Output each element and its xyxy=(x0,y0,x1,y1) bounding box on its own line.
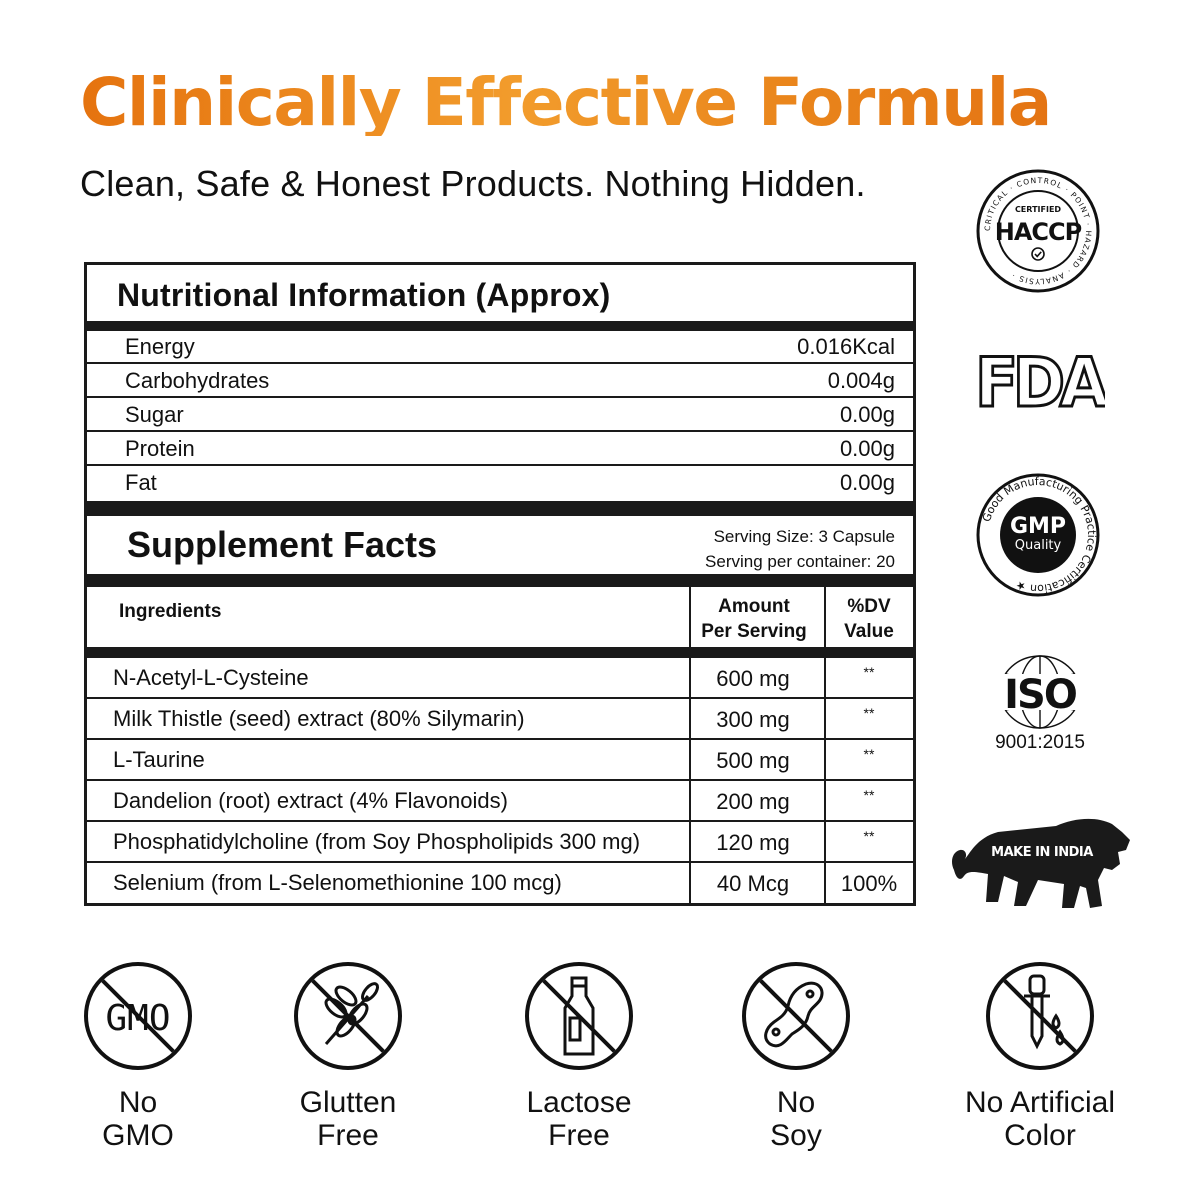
ingredients-header-row: Ingredients Amount Per Serving %DV Value xyxy=(87,587,913,647)
ingredient-name: Milk Thistle (seed) extract (80% Silymar… xyxy=(113,706,525,731)
nutrition-label: Protein xyxy=(125,436,195,461)
servings-per-container: Serving per container: 20 xyxy=(705,552,895,571)
ingredient-amount: 300 mg xyxy=(716,707,790,732)
gmo-icon: GMO xyxy=(84,962,192,1070)
header-ingredients: Ingredients xyxy=(119,601,222,622)
header-amount: Amount Per Serving xyxy=(689,594,819,644)
nutrition-label: Energy xyxy=(125,334,195,359)
nutrition-value: 0.016Kcal xyxy=(797,334,895,359)
badge-label-line2: Free xyxy=(317,1119,379,1152)
no-artificial-color-badge: No Artificial Color xyxy=(950,962,1130,1152)
make-in-india-text: MAKE IN INDIA xyxy=(991,845,1093,860)
wheat-icon xyxy=(294,962,402,1070)
iso-main-text: ISO xyxy=(1004,672,1076,718)
gluten-free-badge: Glutten Free xyxy=(258,962,438,1152)
no-soy-badge: No Soy xyxy=(706,962,886,1152)
lactose-free-badge: Lactose Free xyxy=(489,962,669,1152)
header-amount-line: Amount xyxy=(718,596,790,617)
nutrition-row: Sugar 0.00g xyxy=(87,399,913,432)
ingredient-row: L-Taurine 500 mg ** xyxy=(87,740,913,781)
fda-text: FDA xyxy=(975,346,1105,412)
ingredient-row: Selenium (from L-Selenomethionine 100 mc… xyxy=(87,863,913,902)
ingredient-dv: ** xyxy=(863,664,875,680)
milk-bottle-icon xyxy=(525,962,633,1070)
ingredient-amount: 40 Mcg xyxy=(716,871,790,896)
serving-info: Serving Size: 3 Capsule Serving per cont… xyxy=(705,524,895,574)
divider-band xyxy=(87,501,913,516)
badge-label-line1: No xyxy=(118,1086,158,1119)
supplement-title: Supplement Facts xyxy=(127,524,438,565)
nutrition-label: Sugar xyxy=(125,402,184,427)
ingredient-row: Dandelion (root) extract (4% Flavonoids)… xyxy=(87,781,913,822)
nutrition-supplement-table: Nutritional Information (Approx) Energy … xyxy=(84,262,916,906)
ingredient-amount: 200 mg xyxy=(716,789,790,814)
nutrition-value: 0.00g xyxy=(839,436,895,461)
column-divider xyxy=(689,587,691,903)
divider-band xyxy=(87,647,913,658)
nutrition-value: 0.004g xyxy=(827,368,895,393)
haccp-main-text: HACCP xyxy=(995,218,1082,246)
badge-label-line1: No Artificial xyxy=(964,1086,1116,1119)
header-dv-line: %DV xyxy=(847,596,891,617)
haccp-top-text: CERTIFIED xyxy=(1015,205,1061,214)
ingredient-dv: ** xyxy=(863,746,875,762)
ingredient-amount: 600 mg xyxy=(716,666,790,691)
serving-size: Serving Size: 3 Capsule xyxy=(713,527,895,546)
ingredient-dv: ** xyxy=(863,705,875,721)
nutrition-label: Fat xyxy=(125,470,157,495)
divider-band xyxy=(87,574,913,587)
nutrition-row: Carbohydrates 0.004g xyxy=(87,365,913,398)
badge-label-line1: No xyxy=(776,1086,816,1119)
supplement-title-row: Supplement Facts Serving Size: 3 Capsule… xyxy=(87,516,913,574)
soybean-icon xyxy=(742,962,850,1070)
iso-sub-text: 9001:2015 xyxy=(995,732,1085,753)
gmp-sub-text: Quality xyxy=(1015,538,1062,553)
header-amount-line: Per Serving xyxy=(701,621,807,642)
gmp-seal: Good Manufacturing Practice Certificatio… xyxy=(975,472,1101,598)
gmp-main-text: GMP xyxy=(1010,514,1066,539)
ingredient-row: N-Acetyl-L-Cysteine 600 mg ** xyxy=(87,658,913,699)
nutrition-value: 0.00g xyxy=(839,402,895,427)
nutrition-label: Carbohydrates xyxy=(125,368,270,393)
nutrition-row: Energy 0.016Kcal xyxy=(87,331,913,364)
nutrition-row: Fat 0.00g xyxy=(87,467,913,498)
header-dv-line: Value xyxy=(844,621,894,642)
ingredient-name: N-Acetyl-L-Cysteine xyxy=(113,665,309,690)
ingredient-dv: ** xyxy=(863,787,875,803)
dropper-icon xyxy=(986,962,1094,1070)
ingredient-dv: 100% xyxy=(840,871,898,896)
ingredient-amount: 120 mg xyxy=(716,830,790,855)
ingredient-row: Milk Thistle (seed) extract (80% Silymar… xyxy=(87,699,913,740)
ingredient-name: Dandelion (root) extract (4% Flavonoids) xyxy=(113,788,508,813)
header-dv: %DV Value xyxy=(825,594,913,644)
iso-logo: ISO 9001:2015 xyxy=(985,650,1095,760)
nutrition-row: Protein 0.00g xyxy=(87,433,913,466)
badge-label-line1: Lactose xyxy=(526,1086,632,1119)
badge-label-line1: Glutten xyxy=(299,1086,397,1119)
divider-band xyxy=(87,321,913,331)
ingredient-name: L-Taurine xyxy=(113,747,205,772)
no-gmo-badge: GMO No GMO xyxy=(48,962,228,1152)
nutrition-value: 0.00g xyxy=(839,470,895,495)
ingredient-name: Phosphatidylcholine (from Soy Phospholip… xyxy=(113,829,641,854)
column-divider xyxy=(824,587,826,903)
badge-label-line2: Free xyxy=(548,1119,610,1152)
badge-label-line2: Color xyxy=(1004,1119,1076,1152)
lion-icon: MAKE IN INDIA xyxy=(946,810,1132,916)
nutrition-title-row: Nutritional Information (Approx) xyxy=(87,265,913,321)
ingredient-amount: 500 mg xyxy=(716,748,790,773)
ingredient-name: Selenium (from L-Selenomethionine 100 mc… xyxy=(113,870,562,895)
fda-logo: FDA xyxy=(974,343,1117,425)
haccp-seal: CRITICAL · CONTROL · POINT · HAZARD · AN… xyxy=(975,168,1101,294)
nutrition-title: Nutritional Information (Approx) xyxy=(117,277,611,313)
page-subtitle: Clean, Safe & Honest Products. Nothing H… xyxy=(80,163,866,204)
badge-label-line2: Soy xyxy=(770,1119,822,1152)
ingredient-dv: ** xyxy=(863,828,875,844)
page-title: Clinically Effective Formula xyxy=(80,64,1052,141)
ingredient-row: Phosphatidylcholine (from Soy Phospholip… xyxy=(87,822,913,863)
badge-label-line2: GMO xyxy=(102,1119,174,1152)
